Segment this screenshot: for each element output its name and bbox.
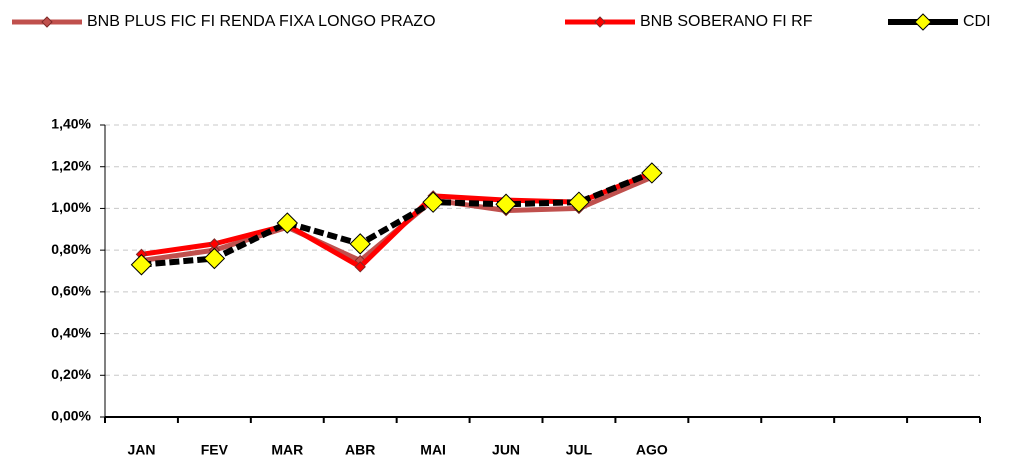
legend-marker <box>41 16 53 28</box>
legend-marker <box>914 13 932 31</box>
x-tick-label: JAN <box>127 442 155 458</box>
x-tick-label: JUL <box>566 442 593 458</box>
y-tick-label: 1,20% <box>51 157 91 173</box>
x-tick-label: ABR <box>345 442 375 458</box>
y-tick-label: 0,00% <box>51 408 91 424</box>
series-marker <box>203 247 226 270</box>
series-marker <box>422 191 444 213</box>
x-tick-label: FEV <box>201 442 229 458</box>
series-line <box>141 174 653 264</box>
legend-label: CDI <box>963 13 991 30</box>
series-marker <box>354 261 366 273</box>
series-marker <box>349 233 371 255</box>
series-line <box>141 170 653 270</box>
x-tick-label: AGO <box>636 442 668 458</box>
x-tick-label: MAI <box>420 442 446 458</box>
x-tick-label: MAR <box>271 442 303 458</box>
legend-label: BNB SOBERANO FI RF <box>640 13 813 30</box>
y-tick-label: 0,20% <box>51 366 91 382</box>
series-marker <box>568 191 590 213</box>
y-tick-label: 0,80% <box>51 241 91 257</box>
y-tick-label: 1,00% <box>51 199 91 215</box>
series-marker <box>495 193 517 215</box>
y-tick-label: 0,60% <box>51 283 91 299</box>
x-tick-label: JUN <box>492 442 520 458</box>
legend-marker <box>594 16 606 28</box>
series-marker <box>641 162 663 184</box>
y-tick-label: 0,40% <box>51 324 91 340</box>
y-tick-label: 1,40% <box>51 116 91 132</box>
series-marker <box>130 254 153 276</box>
series-line <box>141 170 653 268</box>
legend-label: BNB PLUS FIC FI RENDA FIXA LONGO PRAZO <box>87 13 436 30</box>
series-marker <box>276 212 298 234</box>
